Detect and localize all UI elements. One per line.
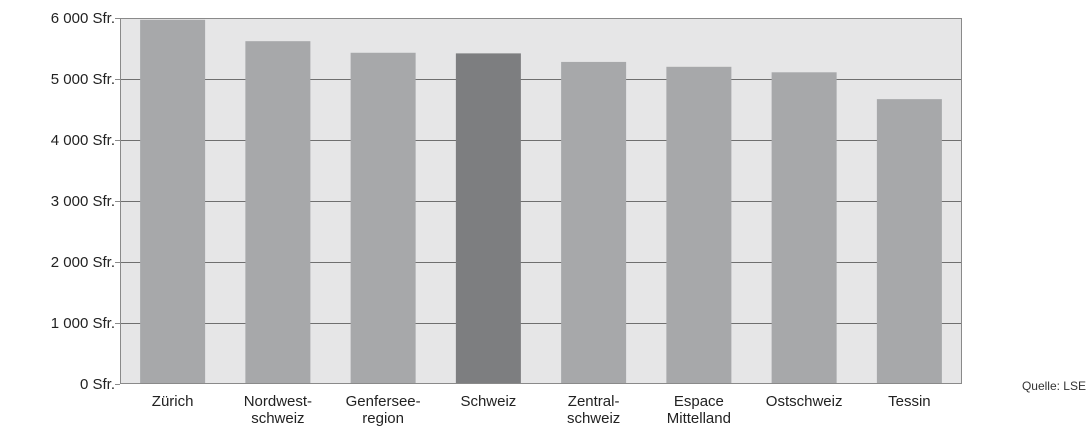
x-category-label-line: schweiz bbox=[567, 410, 620, 427]
x-category-label-line: Espace bbox=[674, 393, 724, 410]
y-axis-tick-labels: 0 Sfr. 1 000 Sfr. 2 000 Sfr. 3 000 Sfr. 4 00… bbox=[51, 10, 120, 393]
x-category-label-line: Genfersee- bbox=[346, 393, 421, 410]
plot-frame bbox=[120, 18, 962, 384]
bar bbox=[455, 53, 521, 384]
bar bbox=[140, 19, 206, 385]
x-category-label-line: schweiz bbox=[251, 410, 304, 427]
x-category-label-line: Zentral- bbox=[568, 393, 620, 410]
bars bbox=[140, 19, 942, 385]
x-category-label: Nordwest-schweiz bbox=[244, 393, 312, 427]
y-tick-label: 3 000 Sfr. bbox=[51, 193, 115, 210]
y-tick-label: 1 000 Sfr. bbox=[51, 315, 115, 332]
x-category-label: Genfersee-region bbox=[346, 393, 421, 427]
x-category-label-line: region bbox=[362, 410, 404, 427]
y-tick-label: 6 000 Sfr. bbox=[51, 10, 115, 27]
bar bbox=[561, 61, 627, 385]
x-category-label-line: Schweiz bbox=[460, 393, 516, 410]
y-tick-label: 2 000 Sfr. bbox=[51, 254, 115, 271]
x-category-label: Schweiz bbox=[460, 393, 516, 410]
bar bbox=[666, 66, 732, 385]
x-category-label-line: Zürich bbox=[152, 393, 194, 410]
x-category-label-line: Tessin bbox=[888, 393, 931, 410]
x-category-label: Espace Mittelland bbox=[667, 393, 731, 427]
x-axis-category-labels: Zürich Nordwest-schweiz Genfersee-region Sc… bbox=[152, 393, 931, 427]
bar bbox=[771, 72, 837, 384]
bar bbox=[245, 41, 311, 385]
y-tick-label: 5 000 Sfr. bbox=[51, 71, 115, 88]
bar bbox=[876, 99, 942, 384]
x-category-label: Ostschweiz bbox=[766, 393, 843, 410]
x-category-label-line: Mittelland bbox=[667, 410, 731, 427]
y-tick-label: 0 Sfr. bbox=[80, 376, 115, 393]
x-category-label: Tessin bbox=[888, 393, 931, 410]
x-category-label-line: Nordwest- bbox=[244, 393, 312, 410]
y-tick-label: 4 000 Sfr. bbox=[51, 132, 115, 149]
x-category-label-line: Ostschweiz bbox=[766, 393, 843, 410]
bar bbox=[350, 52, 416, 385]
source-note: Quelle: LSE bbox=[1022, 379, 1086, 393]
x-category-label: Zentral-schweiz bbox=[567, 393, 620, 427]
x-category-label: Zürich bbox=[152, 393, 194, 410]
